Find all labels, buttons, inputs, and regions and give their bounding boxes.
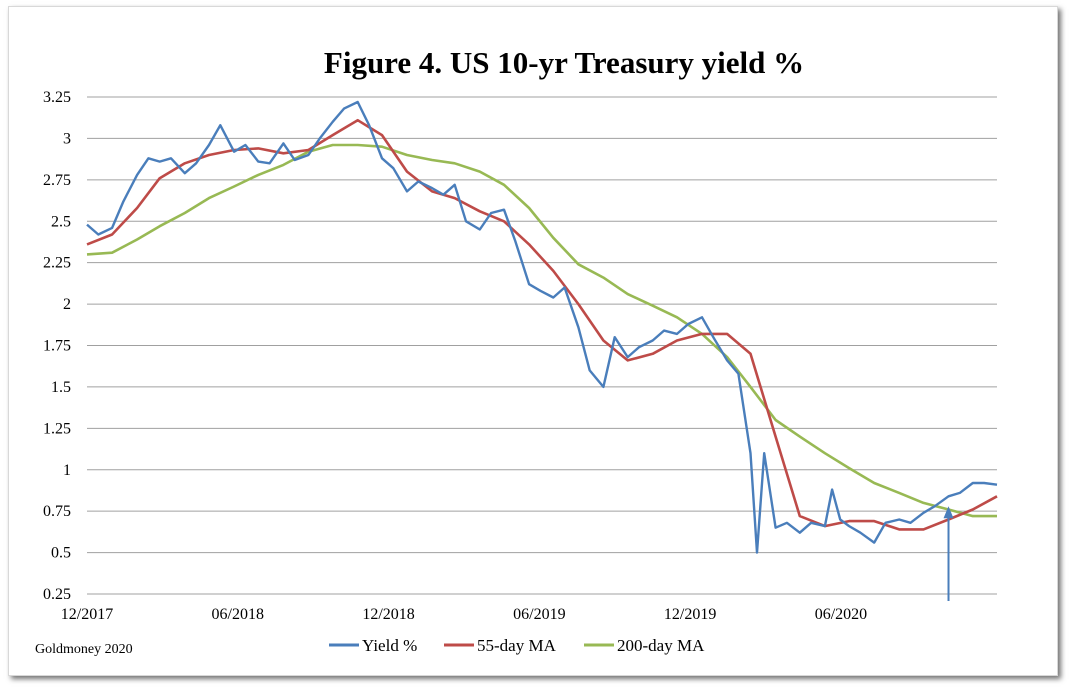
series-line-200-day-ma (86, 143, 997, 518)
arrow-head (943, 506, 954, 519)
y-tick-label: 3.25 (43, 89, 71, 106)
y-tick-label: 0.25 (43, 586, 71, 603)
legend-label: 55-day MA (477, 636, 557, 655)
y-tick-label: 2.25 (43, 255, 71, 272)
y-tick-label: 3 (63, 130, 71, 147)
series-line-yield (86, 100, 998, 554)
y-tick-label: 2.5 (51, 213, 71, 230)
x-tick-label: 06/2018 (212, 606, 264, 623)
legend-label: Yield % (362, 636, 417, 655)
x-tick-label: 06/2020 (815, 606, 867, 623)
x-tick-label: 12/2019 (664, 606, 716, 623)
y-tick-label: 1.25 (43, 420, 71, 437)
chart-frame: Figure 4. US 10-yr Treasury yield % 0.25… (8, 6, 1058, 676)
y-tick-label: 2.75 (43, 172, 71, 189)
x-tick-label: 06/2019 (513, 606, 565, 623)
chart-title: Figure 4. US 10-yr Treasury yield % (324, 45, 804, 80)
grid-lines (87, 96, 997, 595)
chart-svg: Figure 4. US 10-yr Treasury yield % 0.25… (35, 45, 998, 657)
y-tick-label: 1.75 (43, 338, 71, 355)
y-tick-label: 0.5 (51, 545, 71, 562)
y-tick-label: 1 (63, 462, 71, 479)
legend-label: 200-day MA (617, 636, 705, 655)
x-axis: 12/2017 06/2018 12/2018 06/2019 12/2019 06/20… (61, 606, 867, 623)
y-tick-label: 1.5 (51, 379, 71, 396)
x-tick-label: 12/2017 (61, 606, 113, 623)
series-line-55-day-ma (86, 118, 998, 531)
annotation (943, 506, 954, 601)
plot-area (86, 100, 998, 554)
source-note: Goldmoney 2020 (35, 642, 133, 657)
y-axis: 0.25 0.5 0.75 1 1.25 1.5 1.75 2 2.25 2.5 2.75 3 3.25 (43, 89, 71, 603)
legend: Yield % 55-day MA 200-day MA (329, 636, 705, 655)
y-tick-label: 0.75 (43, 503, 71, 520)
y-tick-label: 2 (63, 296, 71, 313)
x-tick-label: 12/2018 (362, 606, 414, 623)
